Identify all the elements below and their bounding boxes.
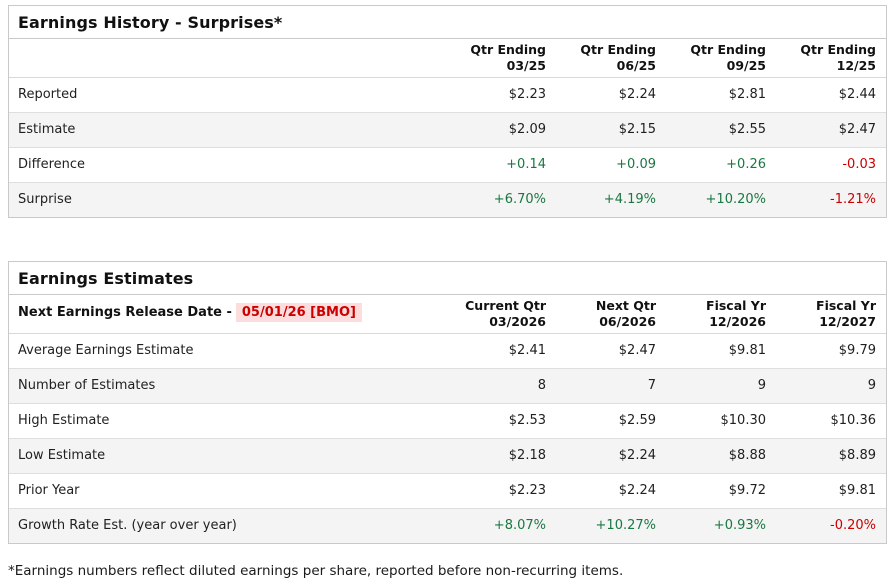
row-label: Low Estimate	[18, 448, 106, 463]
row-label: Difference	[18, 157, 86, 172]
table-row-average-earnings-estimate: Average Earnings Estimate $2.41 $2.47 $9…	[9, 333, 886, 368]
table-cell: $2.24	[618, 87, 656, 102]
history-header-row: Qtr Ending 03/25 Qtr Ending 06/25 Qtr Endi…	[9, 39, 886, 77]
table-cell: 9	[757, 378, 766, 393]
table-cell: $2.41	[508, 343, 546, 358]
table-cell: -0.20%	[830, 518, 876, 534]
table-cell: $2.18	[508, 448, 546, 463]
column-header: Qtr Ending 03/25	[446, 39, 556, 77]
next-earnings-release: Next Earnings Release Date -05/01/26 [BM…	[9, 295, 446, 333]
earnings-footnote: *Earnings numbers reflect diluted earnin…	[8, 563, 624, 579]
table-cell: +0.26	[726, 157, 766, 172]
table-cell: $8.89	[838, 448, 876, 463]
table-cell: $2.24	[618, 448, 656, 463]
column-header: Qtr Ending 06/25	[556, 39, 666, 77]
table-cell: $2.15	[618, 122, 656, 137]
next-earnings-release-label: Next Earnings Release Date -	[18, 305, 232, 321]
table-cell: +8.07%	[493, 518, 546, 534]
table-cell: +0.09	[616, 157, 656, 172]
table-cell: 7	[647, 378, 656, 393]
table-cell: +10.20%	[705, 192, 766, 208]
earnings-estimates-panel: Earnings Estimates Next Earnings Release…	[8, 261, 887, 544]
row-label: Average Earnings Estimate	[18, 343, 194, 358]
table-cell: $9.81	[838, 483, 876, 498]
table-cell: $2.23	[508, 483, 546, 498]
table-row-growth-rate: Growth Rate Est. (year over year) +8.07%…	[9, 508, 886, 543]
table-cell: -1.21%	[830, 192, 876, 208]
table-cell: 9	[867, 378, 876, 393]
column-header: Fiscal Yr 12/2027	[776, 295, 886, 333]
column-header: Next Qtr 06/2026	[556, 295, 666, 333]
table-cell: -0.03	[842, 157, 876, 172]
table-cell: $8.88	[728, 448, 766, 463]
table-cell: +0.93%	[713, 518, 766, 534]
table-cell: $2.59	[618, 413, 656, 428]
table-cell: $2.44	[838, 87, 876, 102]
table-cell: $2.23	[508, 87, 546, 102]
table-cell: $9.79	[838, 343, 876, 358]
table-cell: $2.53	[508, 413, 546, 428]
table-cell: $2.09	[508, 122, 546, 137]
column-header: Qtr Ending 12/25	[776, 39, 886, 77]
table-cell: +4.19%	[603, 192, 656, 208]
history-header-spacer	[9, 39, 446, 77]
table-row-number-of-estimates: Number of Estimates 8 7 9 9	[9, 368, 886, 403]
table-row-difference: Difference +0.14 +0.09 +0.26 -0.03	[9, 147, 886, 182]
table-cell: +10.27%	[595, 518, 656, 534]
table-cell: $10.36	[830, 413, 877, 428]
table-cell: $9.81	[728, 343, 766, 358]
estimates-header-row: Next Earnings Release Date -05/01/26 [BM…	[9, 295, 886, 333]
earnings-history-title: Earnings History - Surprises*	[9, 6, 886, 39]
table-row-surprise: Surprise +6.70% +4.19% +10.20% -1.21%	[9, 182, 886, 217]
row-label: Estimate	[18, 122, 76, 137]
row-label: Surprise	[18, 192, 72, 208]
table-cell: $2.47	[838, 122, 876, 137]
earnings-history-table: Qtr Ending 03/25 Qtr Ending 06/25 Qtr Endi…	[9, 39, 886, 217]
table-cell: 8	[537, 378, 546, 393]
column-header: Qtr Ending 09/25	[666, 39, 776, 77]
earnings-estimates-table: Next Earnings Release Date -05/01/26 [BM…	[9, 295, 886, 543]
table-row-estimate: Estimate $2.09 $2.15 $2.55 $2.47	[9, 112, 886, 147]
table-cell: $2.47	[618, 343, 656, 358]
table-row-low-estimate: Low Estimate $2.18 $2.24 $8.88 $8.89	[9, 438, 886, 473]
table-row-reported: Reported $2.23 $2.24 $2.81 $2.44	[9, 77, 886, 112]
column-header: Current Qtr 03/2026	[446, 295, 556, 333]
table-cell: $9.72	[728, 483, 766, 498]
next-earnings-release-date: 05/01/26 [BMO]	[235, 303, 362, 323]
row-label: Reported	[18, 87, 78, 102]
row-label: Prior Year	[18, 483, 80, 498]
earnings-history-panel: Earnings History - Surprises* Qtr Ending…	[8, 5, 887, 218]
row-label: Growth Rate Est. (year over year)	[18, 518, 237, 534]
table-cell: $2.24	[618, 483, 656, 498]
table-row-prior-year: Prior Year $2.23 $2.24 $9.72 $9.81	[9, 473, 886, 508]
row-label: Number of Estimates	[18, 378, 156, 393]
table-row-high-estimate: High Estimate $2.53 $2.59 $10.30 $10.36	[9, 403, 886, 438]
table-cell: +6.70%	[493, 192, 546, 208]
column-header: Fiscal Yr 12/2026	[666, 295, 776, 333]
table-cell: $10.30	[720, 413, 767, 428]
table-cell: +0.14	[506, 157, 546, 172]
earnings-estimates-title: Earnings Estimates	[9, 262, 886, 295]
table-cell: $2.81	[728, 87, 766, 102]
table-cell: $2.55	[728, 122, 766, 137]
panel-gap	[8, 218, 887, 261]
row-label: High Estimate	[18, 413, 110, 428]
